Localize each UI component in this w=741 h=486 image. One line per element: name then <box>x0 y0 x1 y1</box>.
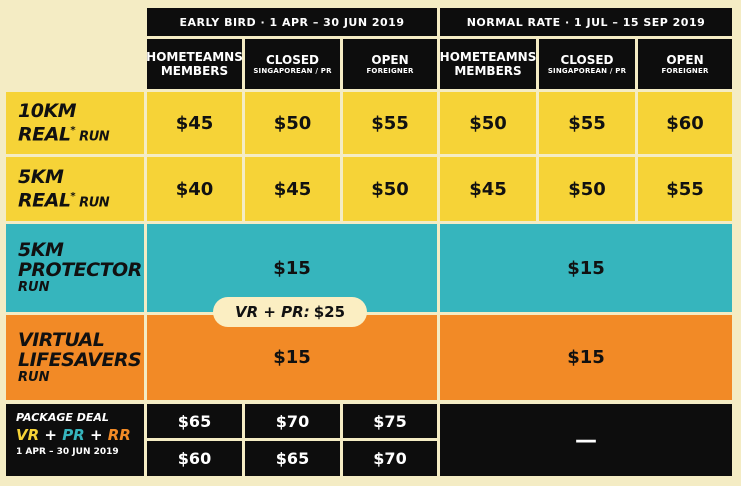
combo-badge: VR + PR: $25 <box>213 297 367 327</box>
row-label-real: REAL <box>18 123 71 146</box>
package-deal-label: PACKAGE DEAL VR + PR + RR 1 APR – 30 JUN… <box>6 404 144 476</box>
col-header-closed-early: CLOSED SINGAPOREAN / PR <box>245 39 340 89</box>
row-label-line1: VIRTUAL <box>18 328 105 351</box>
package-price-cell: $75 <box>343 404 437 438</box>
row-label-line2: PROTECTOR <box>18 259 142 281</box>
lifesavers-early-price: $15 <box>147 315 437 400</box>
row-label-virtual-lifesavers-run: VIRTUAL LIFESAVERS RUN <box>6 315 144 400</box>
row-label-line1: 5KM <box>18 165 64 188</box>
row-label-5km-protector-run: 5KM PROTECTOR RUN <box>6 224 144 312</box>
col-sub-label: FOREIGNER <box>661 66 709 75</box>
row-label-line3: RUN <box>18 369 50 385</box>
row-label-real: REAL <box>18 189 71 212</box>
col-sub-label: FOREIGNER <box>366 66 414 75</box>
combo-price: $25 <box>313 303 346 321</box>
price-cell: $50 <box>343 157 437 221</box>
package-price-cell: $60 <box>147 441 242 476</box>
price-cell: $40 <box>147 157 242 221</box>
combo-label: VR + PR: <box>234 303 310 321</box>
row-label-line2: REAL* RUN <box>18 121 144 145</box>
package-price-cell: $70 <box>343 441 437 476</box>
package-plus: + <box>39 426 63 444</box>
package-rr: RR <box>107 426 131 444</box>
col-header-open-normal: OPEN FOREIGNER <box>638 39 732 89</box>
package-plus: + <box>84 426 108 444</box>
row-label-5km-real-run: 5KM REAL* RUN <box>6 157 144 221</box>
price-cell: $45 <box>440 157 536 221</box>
package-title: PACKAGE DEAL <box>16 411 109 424</box>
row-label-asterisk: * <box>70 190 76 202</box>
normal-rate-header: NORMAL RATE · 1 JUL – 15 SEP 2019 <box>440 8 732 36</box>
package-price-cell: $65 <box>245 441 340 476</box>
col-sub-label: SINGAPOREAN / PR <box>253 66 332 75</box>
col-main-label: OPEN <box>371 52 409 67</box>
row-label-10km-real-run: 10KM REAL* RUN <box>6 92 144 154</box>
price-cell: $45 <box>245 157 340 221</box>
price-cell: $60 <box>638 92 732 154</box>
lifesavers-normal-price: $15 <box>440 315 732 400</box>
protector-normal-price: $15 <box>440 224 732 312</box>
row-label-line1: 10KM <box>18 99 77 122</box>
package-pr: PR <box>62 426 85 444</box>
price-cell: $45 <box>147 92 242 154</box>
col-main-label: HOMETEAMNS MEMBERS <box>439 50 537 78</box>
row-label-line2: LIFESAVERS <box>18 348 142 371</box>
package-vr: VR <box>16 426 40 444</box>
col-header-closed-normal: CLOSED SINGAPOREAN / PR <box>539 39 635 89</box>
row-label-line2: REAL* RUN <box>18 187 144 211</box>
price-cell: $55 <box>343 92 437 154</box>
row-label-asterisk: * <box>70 124 76 136</box>
package-price-cell: $70 <box>245 404 340 438</box>
col-header-hometeamns-normal: HOMETEAMNS MEMBERS <box>440 39 536 89</box>
col-header-hometeamns-early: HOMETEAMNS MEMBERS <box>146 39 243 89</box>
col-header-open-early: OPEN FOREIGNER <box>343 39 437 89</box>
col-main-label: HOMETEAMNS MEMBERS <box>146 50 243 78</box>
col-main-label: CLOSED <box>265 52 320 67</box>
price-cell: $50 <box>245 92 340 154</box>
package-dates: 1 APR – 30 JUN 2019 <box>16 447 119 457</box>
package-combo: VR + PR + RR <box>16 425 144 445</box>
package-price-cell: $65 <box>147 404 242 438</box>
early-bird-header: EARLY BIRD · 1 APR – 30 JUN 2019 <box>147 8 437 36</box>
col-main-label: CLOSED <box>560 52 614 67</box>
price-cell: $55 <box>638 157 732 221</box>
package-normal-dash: — <box>440 404 732 476</box>
price-cell: $55 <box>539 92 635 154</box>
row-label-line1: 5KM <box>18 239 64 261</box>
row-label-line3: RUN <box>18 280 50 295</box>
row-label-run: RUN <box>75 195 110 211</box>
row-label-run: RUN <box>75 129 110 145</box>
price-cell: $50 <box>539 157 635 221</box>
price-cell: $50 <box>440 92 536 154</box>
col-main-label: OPEN <box>666 52 704 67</box>
col-sub-label: SINGAPOREAN / PR <box>547 66 627 75</box>
